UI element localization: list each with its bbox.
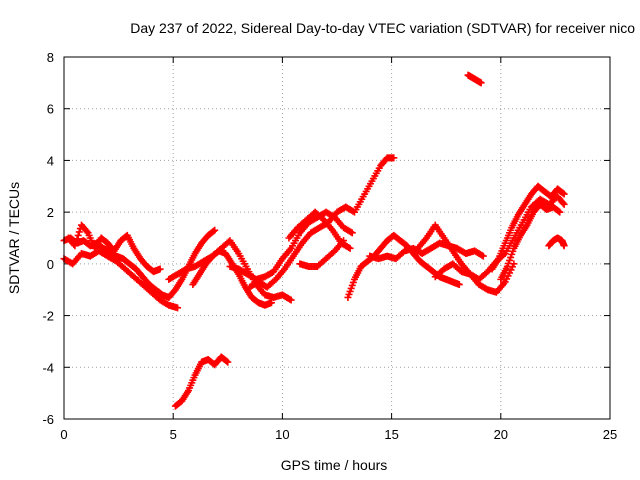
data-point: [174, 304, 182, 312]
data-marks: [60, 71, 568, 410]
data-point: [479, 252, 487, 260]
data-point: [340, 237, 348, 245]
data-point: [559, 199, 567, 207]
data-point: [390, 154, 398, 162]
data-point: [477, 79, 485, 87]
tick-labels: 0 5 10 15 20 25 -6 -4 -2 0 2 4 6 8: [42, 50, 617, 442]
chart-title: Day 237 of 2022, Sidereal Day-to-day VTE…: [130, 20, 635, 36]
data-point: [83, 228, 91, 236]
x-tick-label: 20: [494, 427, 508, 442]
data-point: [267, 299, 275, 307]
data-point: [455, 281, 463, 289]
y-tick-label: 6: [47, 102, 54, 117]
y-axis-title: SDTVAR / TECUs: [6, 182, 22, 294]
series-arc-q: [171, 353, 232, 410]
data-point: [156, 265, 164, 273]
data-point: [286, 295, 294, 303]
y-tick-label: 2: [47, 205, 54, 220]
y-tick-label: -6: [42, 412, 54, 427]
y-tick-label: 4: [47, 153, 54, 168]
data-point: [560, 242, 568, 250]
data-point: [347, 228, 355, 236]
series-arc-o: [497, 200, 564, 283]
x-tick-label: 15: [384, 427, 398, 442]
data-point: [346, 244, 354, 252]
data-point: [75, 228, 83, 236]
series-arc-a: [60, 226, 219, 301]
series-arc-h: [285, 208, 354, 252]
data-point: [559, 189, 567, 197]
data-point: [478, 251, 486, 259]
data-point: [560, 190, 568, 198]
series-arc-p: [545, 234, 568, 250]
data-point: [287, 296, 295, 304]
series-arc-g: [246, 154, 398, 291]
x-tick-label: 25: [603, 427, 617, 442]
plot-frame: [63, 56, 611, 420]
y-tick-label: 0: [47, 257, 54, 272]
data-point: [345, 243, 353, 251]
data-point: [556, 208, 564, 216]
series-arc-n: [488, 182, 568, 273]
x-tick-label: 5: [170, 427, 177, 442]
series-arc-k: [366, 239, 487, 263]
series-arc-c: [64, 221, 164, 276]
data-point: [72, 238, 80, 246]
data-point: [71, 242, 79, 250]
data-point: [223, 357, 231, 365]
x-tick-label: 10: [275, 427, 289, 442]
data-point: [560, 200, 568, 208]
data-point: [555, 207, 563, 215]
data-point: [211, 226, 219, 234]
x-tick-label: 0: [60, 427, 67, 442]
y-tick-label: 8: [47, 50, 54, 65]
data-point: [224, 358, 232, 366]
y-tick-label: -4: [42, 360, 54, 375]
data-point: [74, 231, 82, 239]
y-tick-label: -2: [42, 309, 54, 324]
x-axis-title: GPS time / hours: [281, 457, 388, 473]
data-point: [348, 229, 356, 237]
series-arc-i: [296, 237, 348, 270]
series-arc-r: [464, 71, 485, 87]
data-point: [210, 227, 218, 235]
data-point: [73, 235, 81, 243]
